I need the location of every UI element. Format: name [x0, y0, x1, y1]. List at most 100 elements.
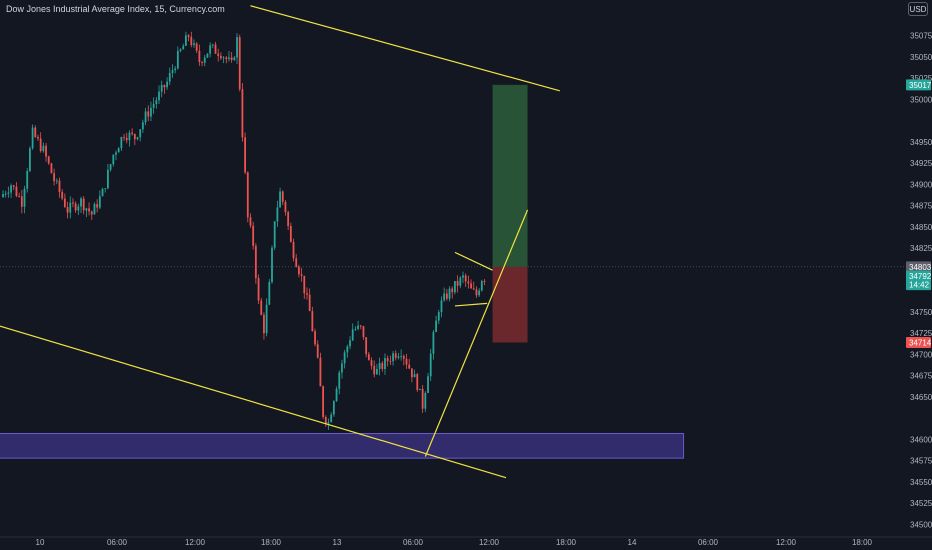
trendlines-layer[interactable] [0, 5, 560, 479]
y-tick-label: 34825 [910, 244, 932, 253]
x-tick-label: 10 [36, 538, 45, 547]
price-tag-last [906, 270, 931, 282]
candle-body [63, 198, 66, 208]
candle-body [451, 288, 454, 293]
candle-body [230, 57, 233, 60]
trendline-2[interactable] [0, 325, 507, 479]
candle-body [53, 173, 56, 182]
candle-body [233, 57, 236, 60]
demand-zone-layer [0, 266, 905, 459]
candle-body [123, 137, 125, 138]
candle-body [386, 358, 389, 362]
trendline-1[interactable] [250, 5, 560, 92]
candle-body [249, 217, 252, 226]
candle-body [319, 357, 322, 387]
candle-body [459, 277, 462, 286]
candle-body [125, 137, 128, 141]
long-position-tool[interactable] [492, 84, 528, 343]
candle-body [424, 392, 427, 409]
y-tick-label: 34550 [910, 478, 932, 487]
candle-body [39, 138, 42, 152]
y-tick-label: 34700 [910, 350, 932, 359]
x-tick-label: 12:00 [185, 538, 206, 547]
candle-body [354, 328, 357, 330]
x-tick-label: 18:00 [556, 538, 577, 547]
x-tick-label: 12:00 [776, 538, 797, 547]
candle-body [93, 204, 96, 215]
position-stop-zone[interactable] [492, 266, 528, 343]
candle-body [85, 208, 88, 211]
y-tick-label: 34600 [910, 435, 932, 444]
candle-body [284, 201, 287, 213]
candle-body [211, 44, 214, 46]
currency-selector-button[interactable]: USD [908, 2, 928, 16]
candle-body [4, 193, 7, 195]
candle-body [214, 44, 217, 54]
candle-body [219, 55, 222, 59]
candle-body [133, 133, 136, 140]
candle-body [109, 164, 112, 170]
candle-body [88, 208, 90, 212]
y-tick-label: 34650 [910, 393, 932, 402]
candle-body [20, 196, 23, 207]
x-tick-label: 18:00 [852, 538, 873, 547]
candle-body [359, 325, 362, 327]
candle-body [408, 364, 411, 369]
demand-zone[interactable] [0, 433, 685, 459]
candle-body [128, 132, 131, 141]
candle-body [139, 129, 142, 138]
candles-layer [2, 31, 486, 430]
candle-body [12, 185, 15, 187]
candle-body [209, 45, 212, 54]
candle-body [392, 353, 394, 362]
candle-body [314, 331, 316, 345]
y-tick-label: 35025 [910, 74, 932, 83]
candle-body [217, 53, 220, 56]
candle-body [228, 57, 230, 59]
candle-body [435, 320, 437, 333]
candle-body [276, 207, 279, 222]
candle-body [478, 290, 481, 296]
x-tick-label: 06:00 [698, 538, 719, 547]
candle-body [252, 225, 255, 246]
candle-body [365, 337, 368, 355]
candle-body [378, 363, 381, 370]
trendline-5[interactable] [454, 302, 488, 307]
candle-body [246, 172, 249, 218]
y-tick-label: 34500 [910, 520, 932, 529]
candle-body [338, 372, 341, 389]
candle-body [357, 325, 359, 329]
price-tag-target [906, 79, 931, 91]
candle-body [351, 329, 354, 341]
candle-body [168, 72, 171, 82]
y-tick-label: 34575 [910, 457, 932, 466]
candle-body [346, 346, 349, 353]
candle-body [182, 45, 185, 50]
candle-body [419, 388, 421, 390]
position-profit-zone[interactable] [492, 84, 528, 267]
price-tag-label: 34792 [909, 272, 932, 281]
y-tick-label: 34925 [910, 159, 932, 168]
candle-body [413, 374, 416, 378]
y-tick-label: 35075 [910, 32, 932, 41]
candle-body [367, 354, 370, 361]
candle-body [295, 258, 298, 267]
y-tick-label: 34950 [910, 138, 932, 147]
candle-body [179, 49, 182, 51]
x-tick-label: 06:00 [403, 538, 424, 547]
trendline-4[interactable] [454, 251, 493, 271]
candle-body [115, 152, 117, 155]
price-tag-countdown [906, 279, 931, 291]
candle-body [341, 363, 343, 373]
candle-body [187, 35, 190, 37]
price-tag-stop [906, 337, 931, 349]
candle-body [152, 104, 155, 108]
candle-body [201, 62, 203, 63]
candle-body [292, 241, 295, 259]
candle-body [18, 195, 21, 197]
candle-body [107, 169, 109, 189]
candle-body [166, 81, 168, 88]
candle-body [147, 111, 150, 117]
trendline-3[interactable] [424, 209, 529, 457]
